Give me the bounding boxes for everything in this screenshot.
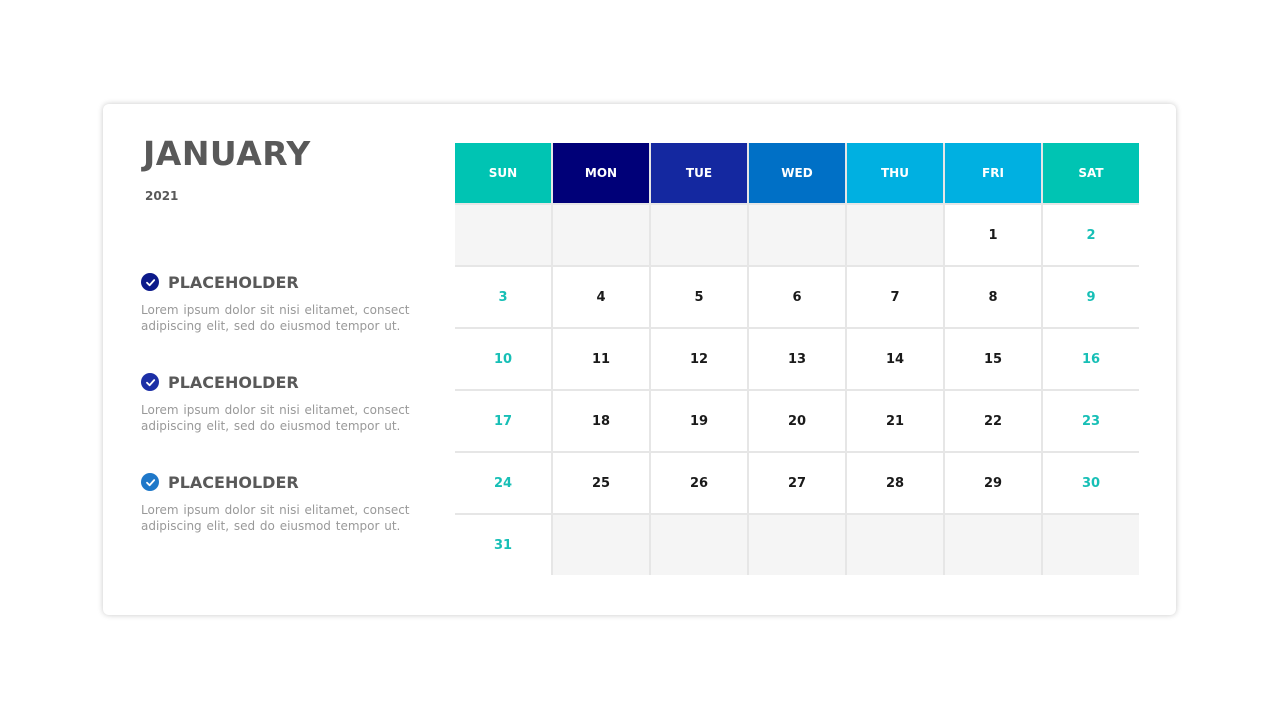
placeholder-title: PLACEHOLDER bbox=[168, 372, 299, 392]
calendar-day-cell[interactable]: 14 bbox=[847, 329, 943, 389]
day-header-wed: WED bbox=[749, 143, 845, 203]
calendar-day-cell[interactable]: 4 bbox=[553, 267, 649, 327]
placeholder-text: Lorem ipsum dolor sit nisi elitamet, con… bbox=[141, 403, 410, 433]
calendar-day-cell[interactable]: 19 bbox=[651, 391, 747, 451]
check-circle-icon bbox=[141, 373, 159, 391]
calendar-empty-cell bbox=[945, 515, 1041, 575]
calendar-day-cell[interactable]: 20 bbox=[749, 391, 845, 451]
calendar-day-cell[interactable]: 7 bbox=[847, 267, 943, 327]
calendar-empty-cell bbox=[847, 515, 943, 575]
placeholder-title: PLACEHOLDER bbox=[168, 472, 299, 492]
calendar-empty-cell bbox=[651, 515, 747, 575]
calendar-day-cell[interactable]: 28 bbox=[847, 453, 943, 513]
calendar-day-cell[interactable]: 23 bbox=[1043, 391, 1139, 451]
calendar-day-cell[interactable]: 5 bbox=[651, 267, 747, 327]
day-header-fri: FRI bbox=[945, 143, 1041, 203]
calendar-empty-cell bbox=[749, 205, 845, 265]
year-label: 2021 bbox=[145, 189, 179, 203]
calendar-day-cell[interactable]: 16 bbox=[1043, 329, 1139, 389]
calendar-empty-cell bbox=[651, 205, 747, 265]
calendar-day-cell[interactable]: 29 bbox=[945, 453, 1041, 513]
day-header-thu: THU bbox=[847, 143, 943, 203]
calendar-empty-cell bbox=[553, 515, 649, 575]
calendar-day-cell[interactable]: 15 bbox=[945, 329, 1041, 389]
check-circle-icon bbox=[141, 273, 159, 291]
day-header-sat: SAT bbox=[1043, 143, 1139, 203]
placeholder-item: PLACEHOLDER Lorem ipsum dolor sit nisi e… bbox=[141, 372, 411, 434]
check-circle-icon bbox=[141, 473, 159, 491]
calendar-day-cell[interactable]: 22 bbox=[945, 391, 1041, 451]
calendar-empty-cell bbox=[1043, 515, 1139, 575]
calendar-day-cell[interactable]: 26 bbox=[651, 453, 747, 513]
calendar-grid: SUN MON TUE WED THU FRI SAT 1 2 3 4 5 6 7 8 9 10 1… bbox=[455, 143, 1139, 575]
calendar-day-cell[interactable]: 24 bbox=[455, 453, 551, 513]
day-header-mon: MON bbox=[553, 143, 649, 203]
calendar-day-cell[interactable]: 6 bbox=[749, 267, 845, 327]
placeholder-item: PLACEHOLDER Lorem ipsum dolor sit nisi e… bbox=[141, 272, 411, 334]
calendar-day-cell[interactable]: 18 bbox=[553, 391, 649, 451]
calendar-day-cell[interactable]: 27 bbox=[749, 453, 845, 513]
calendar-day-cell[interactable]: 10 bbox=[455, 329, 551, 389]
calendar-empty-cell bbox=[455, 205, 551, 265]
day-header-tue: TUE bbox=[651, 143, 747, 203]
calendar-day-cell[interactable]: 17 bbox=[455, 391, 551, 451]
calendar-day-cell[interactable]: 2 bbox=[1043, 205, 1139, 265]
placeholder-text: Lorem ipsum dolor sit nisi elitamet, con… bbox=[141, 503, 410, 533]
calendar-empty-cell bbox=[749, 515, 845, 575]
calendar-day-cell[interactable]: 11 bbox=[553, 329, 649, 389]
calendar-card: JANUARY 2021 PLACEHOLDER Lorem ipsum dol… bbox=[103, 104, 1176, 615]
calendar-day-cell[interactable]: 21 bbox=[847, 391, 943, 451]
calendar-day-cell[interactable]: 3 bbox=[455, 267, 551, 327]
calendar-day-cell[interactable]: 1 bbox=[945, 205, 1041, 265]
calendar-day-cell[interactable]: 31 bbox=[455, 515, 551, 575]
calendar-day-cell[interactable]: 8 bbox=[945, 267, 1041, 327]
month-title: JANUARY bbox=[143, 134, 311, 173]
calendar-day-cell[interactable]: 30 bbox=[1043, 453, 1139, 513]
placeholder-item: PLACEHOLDER Lorem ipsum dolor sit nisi e… bbox=[141, 472, 411, 534]
calendar-empty-cell bbox=[847, 205, 943, 265]
calendar-day-cell[interactable]: 25 bbox=[553, 453, 649, 513]
calendar-day-cell[interactable]: 9 bbox=[1043, 267, 1139, 327]
calendar-empty-cell bbox=[553, 205, 649, 265]
calendar-day-cell[interactable]: 12 bbox=[651, 329, 747, 389]
calendar-day-cell[interactable]: 13 bbox=[749, 329, 845, 389]
placeholder-title: PLACEHOLDER bbox=[168, 272, 299, 292]
placeholder-text: Lorem ipsum dolor sit nisi elitamet, con… bbox=[141, 303, 410, 333]
day-header-sun: SUN bbox=[455, 143, 551, 203]
